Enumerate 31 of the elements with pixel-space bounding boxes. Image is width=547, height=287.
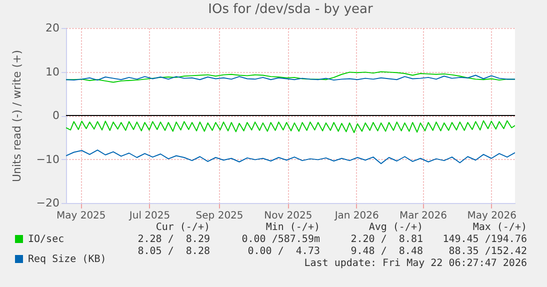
text: Cur (-/+): [156, 222, 210, 234]
text: 88.35 /152.42: [448, 246, 527, 258]
text: Max (-/+): [472, 222, 527, 234]
text: Avg (-/+): [368, 222, 423, 234]
x-tick-label: Nov 2025: [264, 210, 312, 222]
y-tick-label: 20: [46, 22, 60, 34]
text: 8.05 / 8.28: [138, 246, 210, 258]
y-axis-title: Units read (-) / write (+): [10, 50, 24, 182]
y-tick-label: 0: [52, 109, 60, 122]
x-tick-label: Jul 2025: [128, 210, 170, 222]
x-tick-label: Sep 2025: [196, 210, 244, 222]
legend-label: Req Size (KB): [28, 254, 106, 265]
text: Min (-/+): [266, 222, 320, 234]
text: 2.28 / 8.29: [138, 234, 210, 246]
text: 2.20 / 8.81: [350, 234, 423, 246]
text: 0.00 /587.59m: [242, 234, 320, 246]
x-tick-label: May 2025: [56, 210, 106, 222]
chart-title: IOs for /dev/sda - by year: [208, 2, 374, 17]
text: Last update: Fri May 22 06:27:47 2026: [304, 258, 527, 270]
y-tick-label: 10: [46, 65, 60, 78]
x-tick-label: Mar 2026: [399, 210, 447, 222]
text: 0.00 / 4.73: [248, 246, 320, 258]
line-series: [66, 120, 515, 134]
x-tick-label: Jan 2026: [334, 210, 379, 222]
text: 9.48 / 8.48: [350, 246, 423, 258]
y-tick-label: −20: [36, 196, 60, 210]
line-series: [66, 150, 515, 164]
legend-label: IO/sec: [28, 234, 64, 245]
text: 149.45 /194.76: [442, 234, 527, 246]
x-tick-label: May 2026: [467, 210, 517, 222]
y-tick-label: −10: [36, 152, 60, 166]
